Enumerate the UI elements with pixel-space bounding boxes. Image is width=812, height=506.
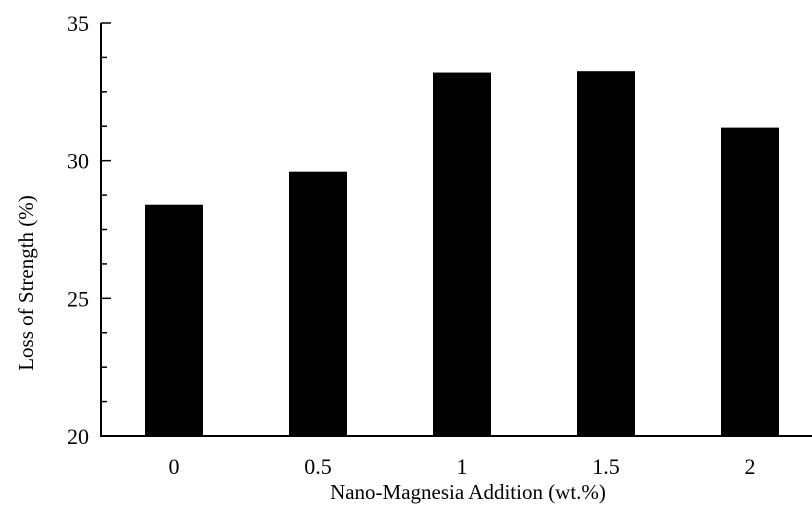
x-tick-label: 2 — [745, 454, 756, 479]
bar — [289, 171, 347, 436]
x-axis-title: Nano-Magnesia Addition (wt.%) — [330, 480, 606, 504]
x-axis-tick-labels: 0 0.5 1 1.5 2 — [169, 454, 756, 479]
bar — [433, 72, 491, 436]
y-tick-label: 25 — [67, 286, 89, 311]
bar — [721, 127, 779, 437]
y-tick-label: 35 — [67, 11, 89, 36]
y-axis-ticks: 20 25 30 35 — [67, 11, 111, 449]
bar — [145, 204, 203, 436]
bars — [145, 71, 779, 437]
x-tick-label: 1 — [457, 454, 468, 479]
y-tick-label: 30 — [67, 149, 89, 174]
y-axis-title: Loss of Strength (%) — [14, 195, 38, 371]
bar — [577, 71, 635, 436]
x-tick-label: 0 — [169, 454, 180, 479]
y-tick-label: 20 — [67, 424, 89, 449]
x-tick-label: 0.5 — [304, 454, 332, 479]
x-tick-label: 1.5 — [592, 454, 620, 479]
